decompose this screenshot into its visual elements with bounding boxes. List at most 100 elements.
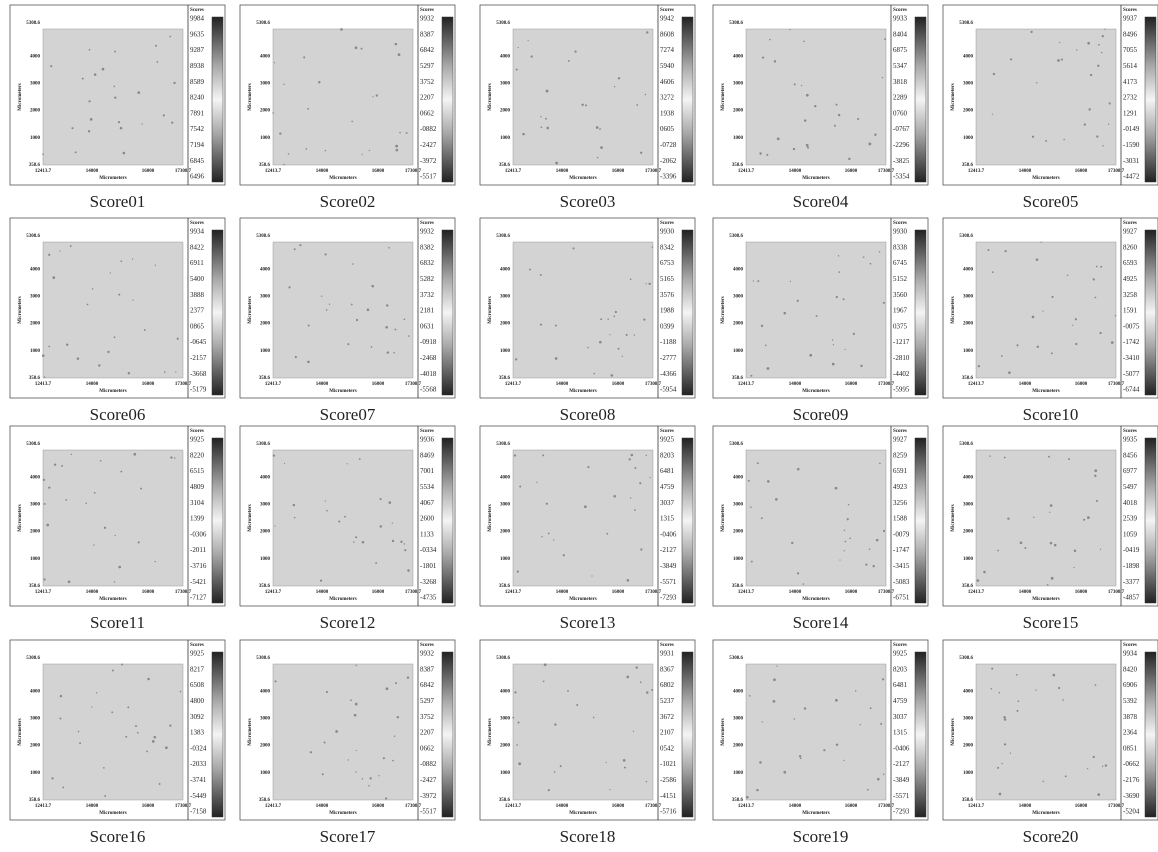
speckle	[132, 258, 133, 259]
speckle	[88, 130, 90, 132]
colorbar-label: -2033	[190, 760, 207, 768]
colorbar-label: 3272	[660, 94, 675, 102]
colorbar-label: -0406	[893, 744, 910, 752]
x-tick-label: 16000	[372, 804, 385, 809]
speckle	[761, 517, 763, 519]
speckle	[295, 356, 297, 358]
colorbar-label: 1399	[190, 515, 205, 523]
speckle	[804, 119, 806, 121]
colorbar-label: -3690	[1123, 792, 1140, 800]
x-tick-label: 16000	[1075, 169, 1088, 174]
y-tick-label: 4000	[733, 475, 744, 480]
y-tick-label: 358.6	[29, 584, 41, 589]
colorbar-label: -3849	[660, 562, 677, 570]
speckle	[398, 53, 401, 56]
speckle	[369, 150, 370, 151]
speckle	[1075, 318, 1077, 320]
speckle	[159, 783, 161, 785]
colorbar-label: -5077	[1123, 370, 1140, 378]
x-tick-label: 14000	[86, 169, 99, 174]
y-tick-label: 3000	[30, 503, 41, 508]
speckle	[613, 316, 615, 318]
colorbar-label: -4018	[420, 370, 437, 378]
speckle	[132, 300, 133, 301]
speckle	[372, 96, 373, 97]
colorbar-label: 8259	[893, 451, 908, 459]
y-tick-label: 1000	[963, 557, 974, 562]
speckle	[587, 466, 589, 468]
speckle	[404, 543, 405, 544]
x-tick-label: 12413.7	[265, 590, 282, 595]
speckle	[1090, 74, 1092, 76]
speckle	[107, 351, 109, 353]
speckle	[351, 304, 353, 306]
y-tick-label: 5308.6	[496, 234, 510, 239]
speckle	[624, 767, 626, 769]
colorbar-label: 3672	[660, 713, 675, 721]
speckle	[340, 28, 343, 31]
speckle	[832, 363, 835, 366]
speckle	[114, 51, 116, 53]
speckle	[288, 153, 289, 154]
y-tick-label: 358.6	[499, 584, 511, 589]
speckle	[652, 246, 653, 247]
speckle	[519, 485, 521, 487]
y-tick-label: 358.6	[259, 163, 271, 168]
speckle	[748, 480, 750, 482]
speckle	[118, 566, 121, 569]
x-tick-label: 16000	[142, 169, 155, 174]
speckle	[1041, 241, 1042, 242]
speckle	[383, 757, 385, 759]
speckle	[355, 46, 358, 49]
speckle	[326, 309, 328, 311]
colorbar-label: 6481	[660, 467, 675, 475]
speckle	[1063, 139, 1065, 141]
colorbar-label: 1967	[893, 307, 908, 315]
speckle	[599, 128, 601, 130]
y-tick-label: 358.6	[962, 584, 974, 589]
speckle	[43, 578, 45, 580]
speckle	[59, 717, 61, 719]
x-tick-label: 16000	[372, 590, 385, 595]
y-axis-label: Micrometers	[248, 718, 253, 745]
y-axis-label: Micrometers	[721, 718, 726, 745]
y-tick-label: 4000	[500, 267, 511, 272]
score-panel: 5308.64000300020001000358.6Micrometers12…	[10, 5, 225, 211]
speckle	[783, 312, 786, 315]
speckle	[141, 123, 142, 124]
speckle	[380, 498, 382, 500]
colorbar-label: 8342	[660, 243, 675, 251]
colorbar-label: -4366	[660, 370, 677, 378]
speckle	[804, 707, 806, 709]
colorbar-label: 0631	[420, 322, 435, 330]
speckle	[599, 341, 602, 344]
speckle	[1058, 687, 1060, 689]
score-panel: 5308.64000300020001000358.6Micrometers12…	[713, 640, 928, 846]
colorbar-label: -5954	[660, 386, 677, 394]
colorbar-label: -5083	[893, 578, 910, 586]
speckle	[174, 457, 176, 459]
speckle	[872, 565, 874, 567]
speckle	[90, 118, 93, 121]
speckle	[991, 668, 993, 670]
colorbar-label: -4857	[1123, 594, 1140, 602]
y-tick-label: 1000	[963, 771, 974, 776]
colorbar-label: 6832	[420, 259, 435, 267]
colorbar-label: 8382	[420, 243, 435, 251]
speckle	[353, 541, 355, 543]
colorbar-label: 9933	[893, 15, 908, 23]
speckle	[1088, 108, 1090, 110]
speckle	[634, 467, 636, 469]
speckle	[883, 302, 885, 304]
speckle	[1017, 700, 1019, 702]
speckle	[844, 529, 845, 530]
colorbar-label: 9934	[1123, 650, 1138, 658]
colorbar-label: 8220	[190, 451, 205, 459]
y-tick-label: 1000	[500, 136, 511, 141]
y-tick-label: 358.6	[499, 376, 511, 381]
speckle	[155, 265, 156, 266]
speckle	[61, 465, 63, 467]
y-tick-label: 4000	[260, 267, 271, 272]
colorbar-label: 0662	[420, 109, 435, 117]
speckle	[173, 82, 175, 84]
